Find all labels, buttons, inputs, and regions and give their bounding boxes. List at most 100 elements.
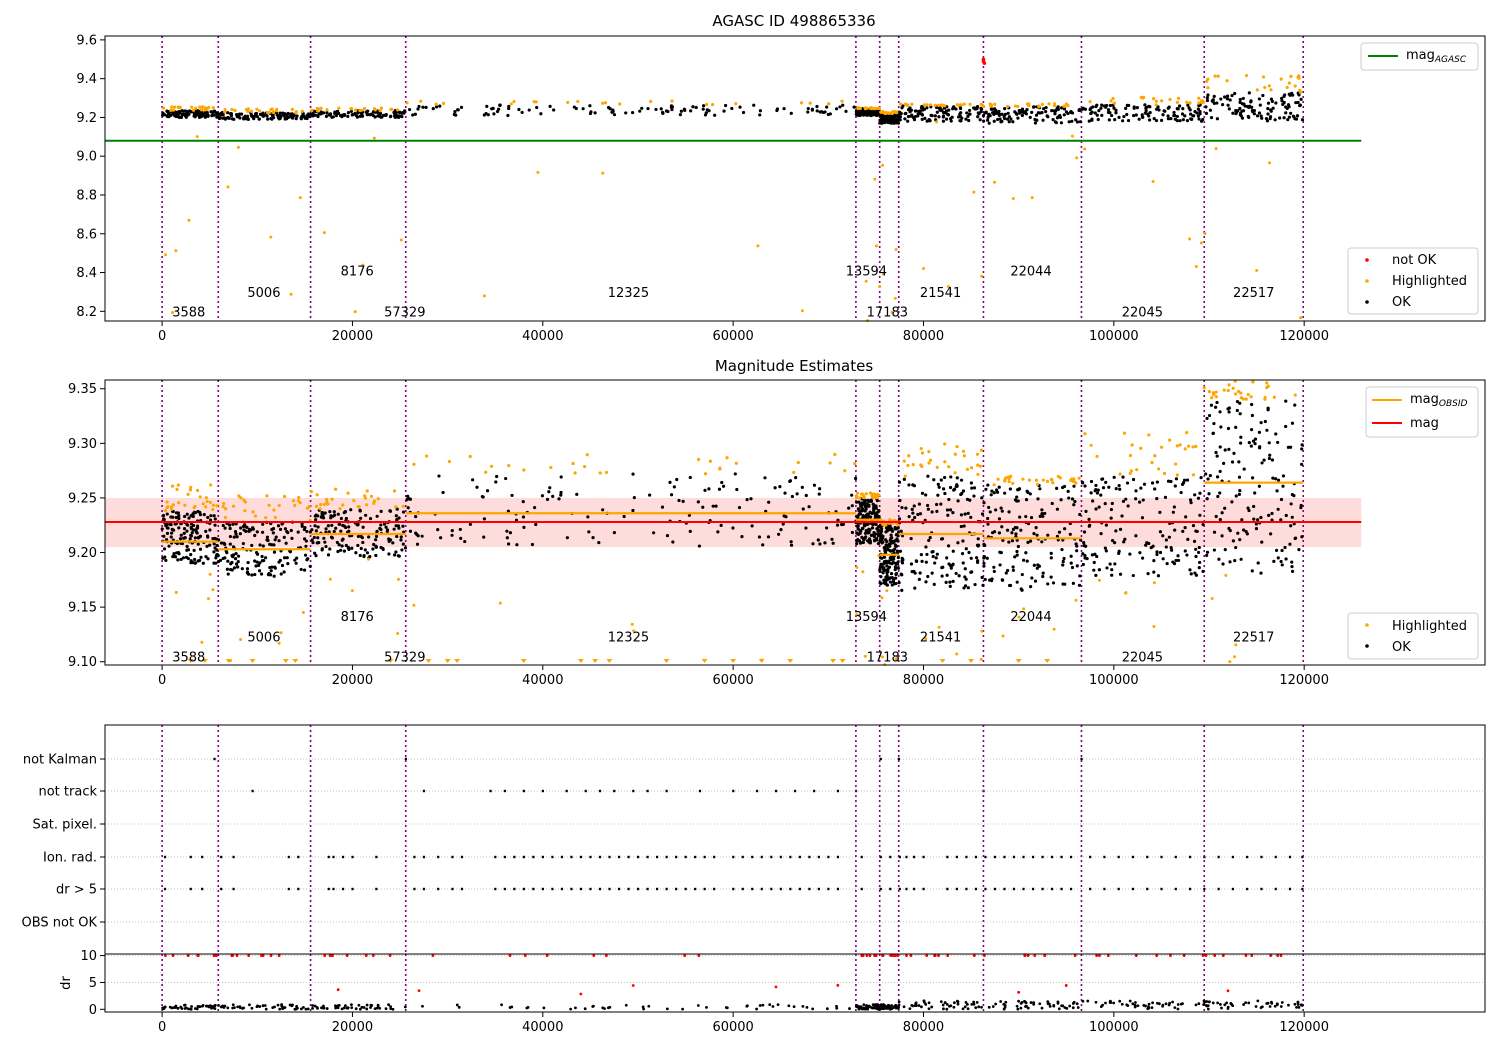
highlighted-point <box>251 510 255 514</box>
ok-point <box>310 538 314 542</box>
ok-point <box>884 543 888 547</box>
obsid-label: 22517 <box>1233 631 1274 646</box>
ok-point <box>854 112 858 116</box>
ok-point <box>961 489 966 493</box>
ok-point <box>1104 480 1108 484</box>
ok-point <box>1259 421 1263 425</box>
ok-point <box>241 524 245 529</box>
ok-point <box>1024 514 1028 519</box>
ok-point <box>1105 566 1109 570</box>
ok-point <box>1194 573 1199 577</box>
ok-point <box>255 560 259 564</box>
ok-point <box>886 567 890 571</box>
flag-marker <box>1146 887 1149 891</box>
dr-point <box>375 1006 379 1010</box>
dr-point <box>945 1007 949 1011</box>
dr-point <box>696 1004 700 1007</box>
ok-point <box>229 112 234 116</box>
highlighted-outlier-point <box>1052 627 1056 631</box>
ok-point <box>713 113 717 117</box>
ok-point <box>339 529 343 533</box>
agasc-panel-title: AGASC ID 498865336 <box>712 12 875 30</box>
highlighted-outlier-point <box>980 274 984 278</box>
dr-point <box>977 1005 981 1009</box>
ok-point <box>463 539 467 544</box>
dr-capped-point <box>1221 954 1225 958</box>
ok-point <box>1234 545 1238 550</box>
ok-point <box>912 484 917 488</box>
ok-point <box>169 535 173 539</box>
ok-point <box>183 514 187 519</box>
obsid-label: 3588 <box>172 650 205 665</box>
highlighted-outlier-point <box>1255 268 1259 272</box>
flag-marker <box>1174 887 1177 891</box>
ok-point <box>225 551 229 555</box>
highlighted-outlier-point <box>174 249 178 253</box>
dr-point <box>966 1007 970 1011</box>
ok-point <box>883 545 887 550</box>
highlighted-point <box>943 104 947 108</box>
highlighted-point <box>1188 101 1192 105</box>
ok-point <box>1110 501 1114 506</box>
ok-point <box>960 552 965 556</box>
dr-point <box>1112 1001 1116 1005</box>
ok-point <box>1091 499 1095 503</box>
dr-point <box>1142 1004 1146 1007</box>
highlighted-point <box>911 463 915 467</box>
obsid-label: 8176 <box>341 610 374 625</box>
dr-point <box>1126 1004 1130 1007</box>
ok-point <box>1088 108 1092 112</box>
ok-point <box>162 113 167 117</box>
ok-point <box>1060 106 1064 110</box>
ok-point <box>1220 102 1225 107</box>
ok-point <box>1183 549 1187 553</box>
highlighted-point <box>1129 469 1134 473</box>
ok-point <box>1114 529 1118 533</box>
highlighted-point <box>928 458 933 462</box>
flag-marker <box>813 789 816 793</box>
dr-capped-point <box>1155 954 1159 958</box>
ok-point <box>219 112 223 116</box>
dr-point <box>304 1007 308 1011</box>
dr-point <box>941 1003 945 1007</box>
ok-point <box>1020 572 1024 577</box>
ok-point <box>314 518 318 522</box>
dr-point <box>914 1001 918 1005</box>
dr-point <box>974 1006 978 1010</box>
dr-high-point <box>1064 984 1068 987</box>
ok-point <box>236 554 241 558</box>
ok-point <box>910 569 914 574</box>
highlighted-outlier-point <box>993 180 997 184</box>
ok-point <box>247 527 252 531</box>
ok-point <box>819 110 824 114</box>
dr-point <box>987 1005 991 1009</box>
dr-capped-point <box>592 954 596 958</box>
dr-point <box>1179 1002 1183 1006</box>
highlighted-point <box>176 483 180 487</box>
ok-point <box>1250 476 1255 480</box>
ok-point <box>939 502 943 506</box>
ok-point <box>967 112 971 116</box>
ok-point <box>861 516 865 520</box>
ok-point <box>1249 428 1254 432</box>
ok-point <box>273 538 277 542</box>
ok-point <box>1011 565 1015 569</box>
highlighted-outlier-point <box>372 136 376 140</box>
ok-point <box>182 109 187 113</box>
ok-point <box>378 114 382 119</box>
flag-marker <box>608 855 611 859</box>
highlighted-point <box>1112 101 1116 105</box>
highlighted-point <box>1175 473 1179 477</box>
dr-point <box>705 1005 708 1009</box>
flag-category-label: OBS not OK <box>22 916 98 931</box>
ok-point <box>165 531 170 535</box>
ok-point <box>955 476 959 480</box>
flag-marker <box>905 887 908 891</box>
ok-point <box>1114 108 1118 112</box>
ok-point <box>800 485 804 489</box>
ok-point <box>886 114 890 118</box>
obsid-label: 21541 <box>920 631 961 646</box>
ok-point <box>221 556 225 561</box>
ok-point <box>869 499 873 503</box>
ok-point <box>1234 425 1238 429</box>
